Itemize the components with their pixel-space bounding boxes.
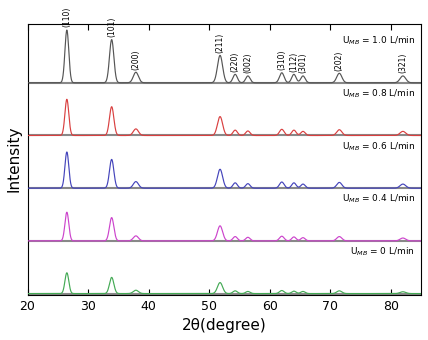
Text: (301): (301) [298, 53, 307, 73]
Text: (220): (220) [231, 51, 240, 72]
Text: (211): (211) [216, 33, 225, 53]
Text: (101): (101) [107, 17, 116, 37]
Text: (200): (200) [131, 49, 140, 70]
Text: (202): (202) [335, 50, 344, 71]
Text: U$_{MB}$ = 0.8 L/min: U$_{MB}$ = 0.8 L/min [342, 87, 415, 100]
Text: U$_{MB}$ = 0.4 L/min: U$_{MB}$ = 0.4 L/min [342, 193, 415, 205]
X-axis label: 2θ(degree): 2θ(degree) [182, 318, 267, 333]
Text: U$_{MB}$ = 0.6 L/min: U$_{MB}$ = 0.6 L/min [342, 140, 415, 153]
Text: (310): (310) [277, 50, 286, 70]
Text: (112): (112) [289, 51, 298, 72]
Y-axis label: Intensity: Intensity [7, 126, 22, 192]
Text: (110): (110) [62, 7, 71, 28]
Text: U$_{MB}$ = 1.0 L/min: U$_{MB}$ = 1.0 L/min [342, 35, 415, 47]
Text: (321): (321) [398, 53, 407, 73]
Text: U$_{MB}$ = 0 L/min: U$_{MB}$ = 0 L/min [350, 245, 415, 258]
Text: (002): (002) [244, 53, 253, 73]
